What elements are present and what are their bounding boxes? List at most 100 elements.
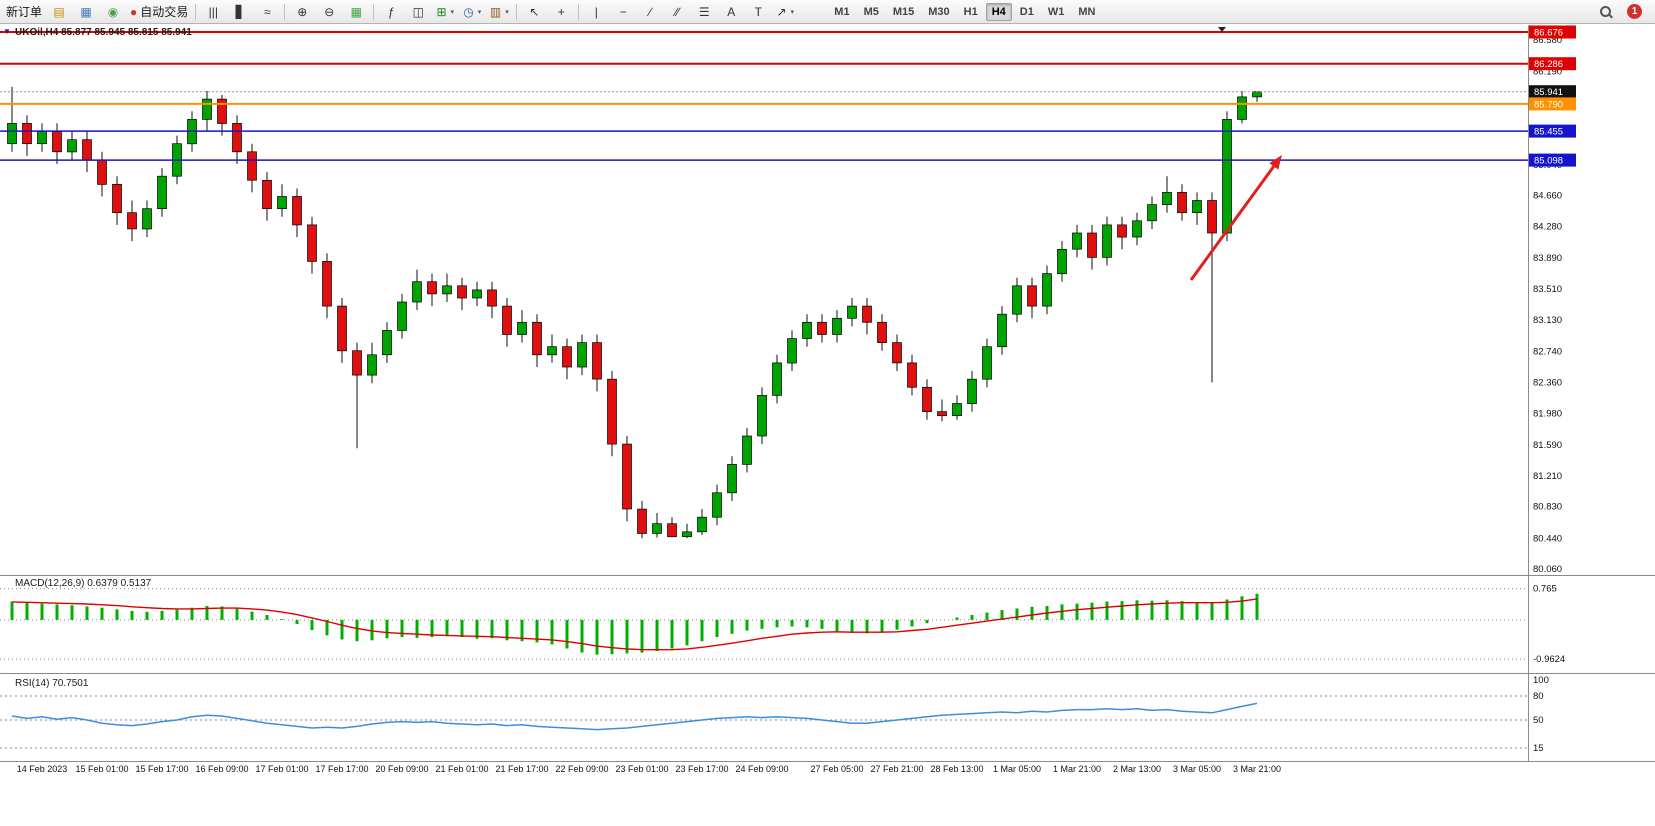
tile-windows-icon[interactable]: ▦ [343, 2, 369, 22]
svg-text:81.210: 81.210 [1533, 471, 1562, 482]
autotrading-button[interactable]: ● 自动交易 [127, 2, 191, 22]
navigator-icon[interactable]: ◉ [100, 2, 126, 22]
text-icon-glyph: A [727, 4, 736, 19]
zoom-out-icon[interactable]: ⊖ [316, 2, 342, 22]
search-icon[interactable] [1592, 2, 1618, 22]
trendline-icon-glyph: ∕ [649, 4, 652, 19]
objects-icon[interactable]: ◫ [405, 2, 431, 22]
new-order-button[interactable]: 新订单 [3, 2, 45, 22]
svg-text:100: 100 [1533, 675, 1549, 686]
svg-text:3 Mar 21:00: 3 Mar 21:00 [1233, 764, 1281, 774]
svg-text:-0.9624: -0.9624 [1533, 654, 1565, 665]
vertical-line-icon[interactable]: | [583, 2, 609, 22]
svg-text:23 Feb 17:00: 23 Feb 17:00 [675, 764, 728, 774]
periods-icon[interactable]: ◷ ▾ [459, 2, 485, 22]
dropdown-caret-icon: ▾ [505, 8, 509, 16]
autotrading-button-label: 自动交易 [140, 5, 189, 19]
horizontal-line-icon[interactable]: − [610, 2, 636, 22]
dropdown-caret-icon: ▾ [790, 8, 795, 16]
svg-text:15 Feb 01:00: 15 Feb 01:00 [75, 764, 128, 774]
toolbar-separator [373, 3, 375, 20]
text-icon[interactable]: A [718, 2, 744, 22]
timeframe-D1-button[interactable]: D1 [1019, 5, 1034, 18]
crosshair-icon[interactable]: + [548, 2, 574, 22]
svg-text:83.890: 83.890 [1533, 253, 1562, 264]
channel-icon[interactable]: ∕∕ [664, 2, 690, 22]
bar-chart-icon-glyph: ||| [208, 4, 218, 19]
timeframe-W1-button[interactable]: W1 [1047, 5, 1065, 18]
shapes-icon[interactable]: ↗ ▾ [772, 2, 798, 22]
bar-chart-icon[interactable]: ||| [200, 2, 226, 22]
svg-text:85.790: 85.790 [1534, 99, 1563, 110]
toolbar-separator [578, 3, 580, 20]
market-watch-icon-glyph: ▤ [53, 4, 65, 19]
label-icon[interactable]: T [745, 2, 771, 22]
svg-text:21 Feb 17:00: 21 Feb 17:00 [495, 764, 548, 774]
crosshair-icon-glyph: + [557, 4, 565, 19]
templates-icon[interactable]: ▥ ▾ [486, 2, 512, 22]
zoom-out-icon-glyph: ⊖ [324, 4, 335, 19]
cursor-icon[interactable]: ↖ [521, 2, 547, 22]
zoom-in-icon[interactable]: ⊕ [289, 2, 315, 22]
svg-text:82.360: 82.360 [1533, 377, 1562, 388]
toolbar-separator [516, 3, 518, 20]
horizontal-line-icon-glyph: − [619, 4, 627, 19]
toolbar-separator [284, 3, 286, 20]
svg-text:81.590: 81.590 [1533, 440, 1562, 451]
magnifier-glyph [1599, 6, 1611, 17]
market-watch-icon[interactable]: ▤ [46, 2, 72, 22]
svg-text:27 Feb 21:00: 27 Feb 21:00 [870, 764, 923, 774]
templates-icon-glyph: ▥ [489, 4, 502, 19]
toolbar-left-group: 新订单 ▤ ▦ ◉ ● 自动交易 ||| ▋ ≈ ⊕ ⊖ ▦ ƒ ◫ ⊞ ▾ ◷ ▾ ▥ ▾ ↖ + | − ∕ ∕∕ ☰ A T ↗ ▾ [3, 2, 798, 22]
line-chart-icon[interactable]: ≈ [254, 2, 280, 22]
timeframe-H1-button[interactable]: H1 [963, 5, 978, 18]
macd-indicator-label: MACD(12,26,9) 0.6379 0.5137 [15, 578, 152, 589]
svg-text:85.941: 85.941 [1534, 87, 1563, 98]
svg-text:84.660: 84.660 [1533, 191, 1562, 202]
indicators-icon-glyph: ƒ [387, 4, 395, 19]
timeframe-H4-button[interactable]: H4 [985, 2, 1012, 21]
indicators-icon[interactable]: ƒ [378, 2, 404, 22]
timeframe-M15-button[interactable]: M15 [892, 5, 915, 18]
toolbar-separator [195, 3, 197, 20]
svg-text:17 Feb 17:00: 17 Feb 17:00 [315, 764, 368, 774]
svg-text:0.765: 0.765 [1533, 584, 1557, 595]
cursor-icon-glyph: ↖ [529, 4, 540, 19]
svg-text:3 Mar 05:00: 3 Mar 05:00 [1173, 764, 1221, 774]
navigator-icon-glyph: ◉ [107, 4, 119, 19]
svg-text:85.098: 85.098 [1534, 156, 1563, 167]
svg-text:81.980: 81.980 [1533, 408, 1562, 419]
svg-text:23 Feb 01:00: 23 Feb 01:00 [615, 764, 668, 774]
svg-text:17 Feb 01:00: 17 Feb 01:00 [255, 764, 308, 774]
timeframe-M30-button[interactable]: M30 [928, 5, 950, 18]
data-window-icon[interactable]: ▦ [73, 2, 99, 22]
svg-text:50: 50 [1533, 715, 1544, 726]
trendline-icon[interactable]: ∕ [637, 2, 663, 22]
new-chart-icon[interactable]: ⊞ ▾ [432, 2, 458, 22]
rsi-indicator-label: RSI(14) 70.7501 [15, 678, 89, 689]
timeframe-M5-button[interactable]: M5 [863, 5, 879, 18]
svg-text:86.676: 86.676 [1534, 28, 1563, 39]
timeframe-M1-button[interactable]: M1 [834, 5, 850, 18]
collapse-triangle-icon[interactable]: ▼ [3, 27, 11, 36]
candlestick-chart-icon-glyph: ▋ [235, 4, 245, 19]
svg-text:82.740: 82.740 [1533, 347, 1562, 358]
svg-text:20 Feb 09:00: 20 Feb 09:00 [375, 764, 428, 774]
timeframe-MN-button[interactable]: MN [1078, 5, 1096, 18]
fibonacci-icon[interactable]: ☰ [691, 2, 717, 22]
svg-text:1 Mar 05:00: 1 Mar 05:00 [993, 764, 1041, 774]
notification-badge[interactable]: 1 [1627, 4, 1642, 19]
shapes-icon-glyph: ↗ [776, 4, 787, 19]
svg-text:1 Mar 21:00: 1 Mar 21:00 [1053, 764, 1101, 774]
new-chart-icon-glyph: ⊞ [436, 4, 447, 19]
toolbar: 新订单 ▤ ▦ ◉ ● 自动交易 ||| ▋ ≈ ⊕ ⊖ ▦ ƒ ◫ ⊞ ▾ ◷ ▾ ▥ ▾ ↖ + | − ∕ ∕∕ ☰ A T ↗ ▾ … [0, 0, 1655, 24]
svg-text:80.440: 80.440 [1533, 533, 1562, 544]
candlestick-chart-icon[interactable]: ▋ [227, 2, 253, 22]
autotrading-glyph: ● [130, 4, 138, 19]
dropdown-caret-icon: ▾ [450, 8, 455, 16]
svg-text:85.455: 85.455 [1534, 127, 1563, 138]
toolbar-right-group: 1 [1592, 2, 1652, 22]
zoom-in-icon-glyph: ⊕ [297, 4, 308, 19]
svg-text:22 Feb 09:00: 22 Feb 09:00 [555, 764, 608, 774]
